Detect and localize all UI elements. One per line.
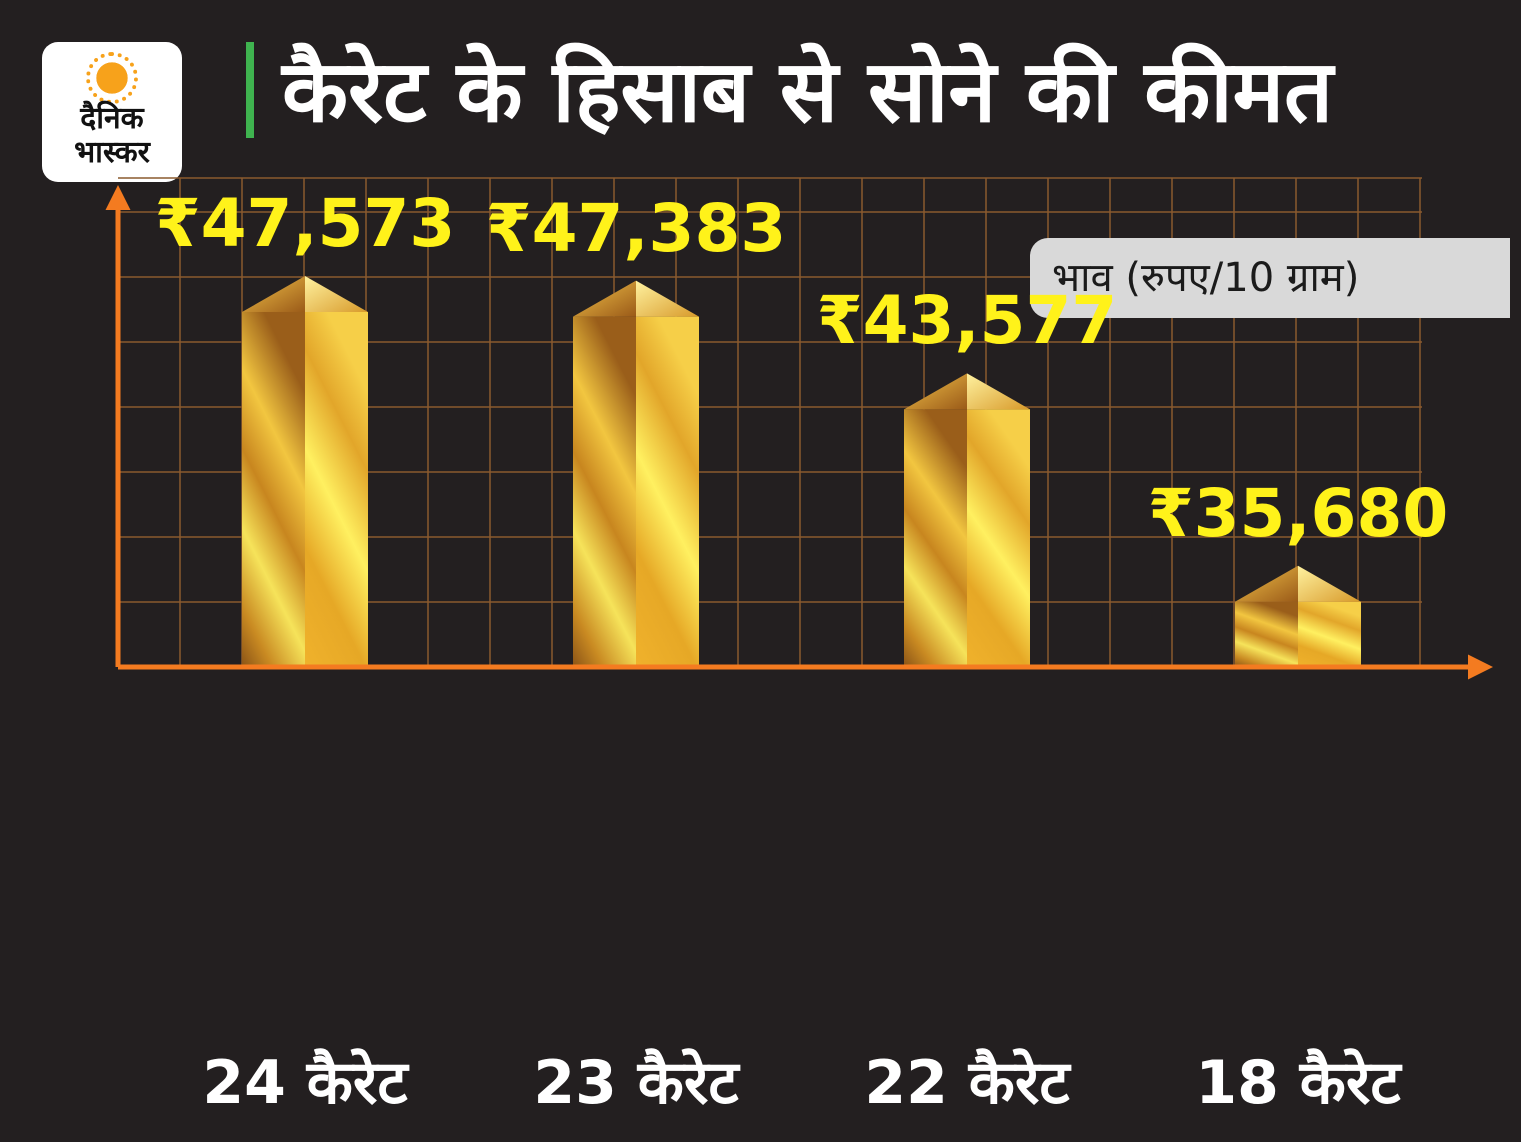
bar-face-right — [967, 409, 1030, 667]
bar-cap-left — [904, 373, 967, 410]
x-tick-label: 18 कैरेट — [1195, 1048, 1401, 1118]
bar-face-right — [1298, 601, 1361, 667]
bars-group — [242, 276, 1361, 667]
bar-1 — [242, 276, 368, 667]
dainik-bhaskar-logo: दैनिक भास्कर — [42, 42, 182, 182]
bar-face-left — [1235, 601, 1298, 667]
value-label: ₹35,680 — [1147, 474, 1449, 552]
value-label: ₹47,573 — [154, 185, 456, 262]
bar-cap-left — [573, 280, 636, 317]
x-tick-label: 23 कैरेट — [533, 1048, 739, 1118]
sun-icon — [86, 52, 138, 104]
value-label: ₹47,383 — [485, 189, 787, 267]
bar-2 — [573, 280, 699, 667]
chart-axes — [105, 185, 1493, 680]
chart-title: कैरेट के हिसाब से सोने की कीमत — [282, 42, 1334, 142]
title-accent-bar — [246, 42, 254, 138]
bar-cap-right — [1298, 565, 1361, 602]
bar-face-right — [305, 312, 368, 667]
bar-cap-right — [636, 280, 699, 317]
bar-3 — [904, 373, 1030, 667]
x-tick-label: 24 कैरेट — [202, 1048, 408, 1118]
bar-face-left — [904, 409, 967, 667]
bar-cap-left — [242, 276, 305, 312]
unit-badge: भाव (रुपए/10 ग्राम) — [1030, 238, 1510, 318]
bar-cap-left — [1235, 565, 1298, 602]
x-tick-label: 22 कैरेट — [864, 1048, 1070, 1118]
bar-face-left — [573, 316, 636, 667]
bar-face-left — [242, 312, 305, 667]
value-label: ₹43,577 — [816, 282, 1118, 360]
logo-text-line2: भास्कर — [74, 135, 150, 170]
logo-text-line1: दैनिक — [80, 101, 144, 136]
bar-cap-right — [967, 373, 1030, 410]
bar-4 — [1235, 565, 1361, 667]
bar-cap-right — [305, 276, 368, 312]
bar-face-right — [636, 316, 699, 667]
unit-label: भाव (रुपए/10 ग्राम) — [1052, 255, 1360, 301]
